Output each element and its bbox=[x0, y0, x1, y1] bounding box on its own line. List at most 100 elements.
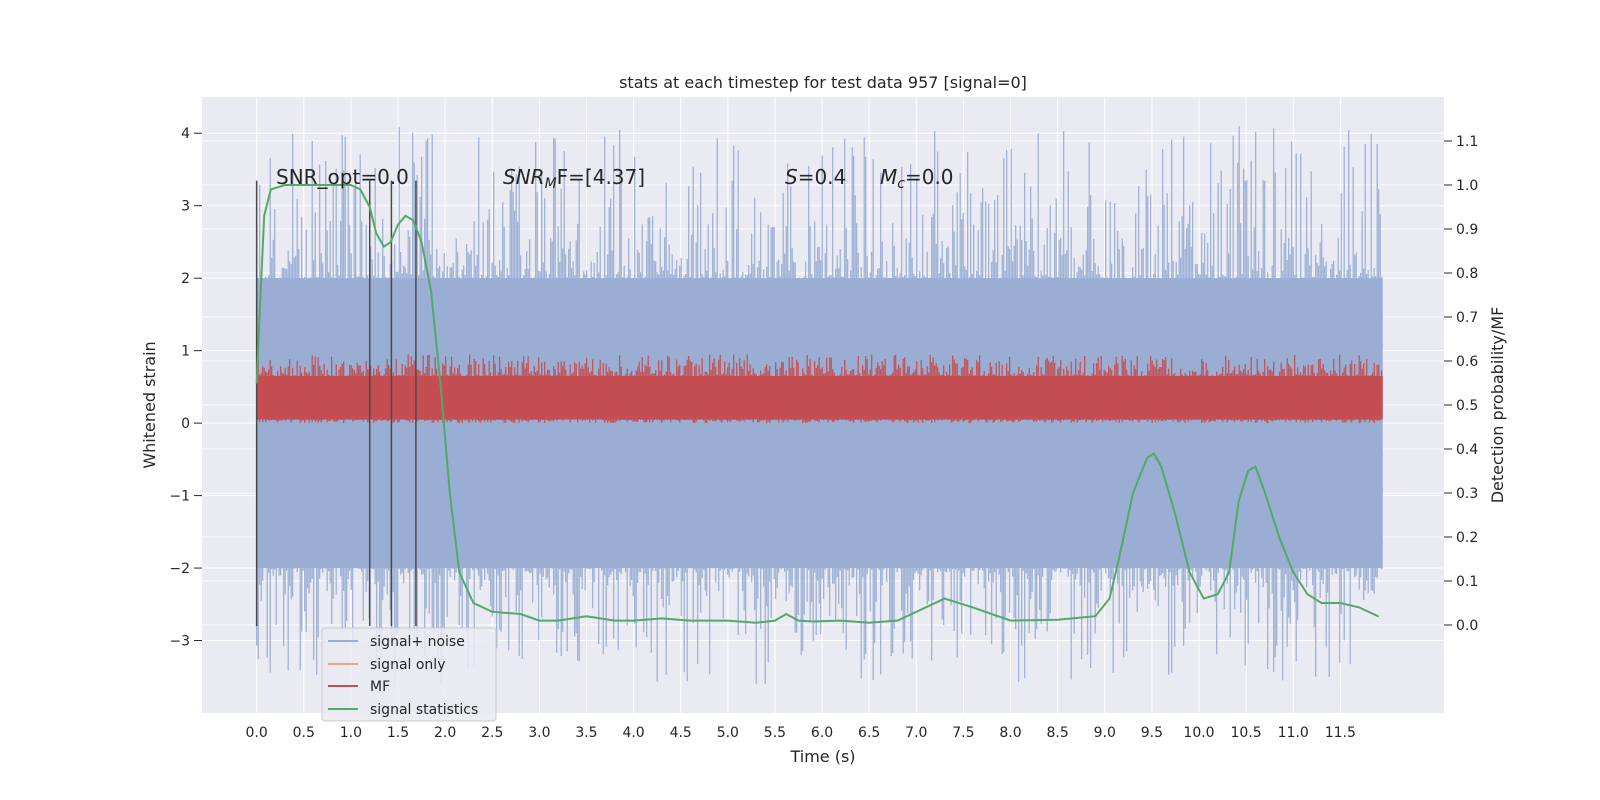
y-right-tick-label: 0.8 bbox=[1456, 266, 1478, 282]
signal-statistics-point bbox=[331, 184, 333, 186]
annotation-s: S=0.4 bbox=[785, 165, 846, 189]
annotation-mc: Mc=0.0 bbox=[880, 165, 954, 192]
legend-label-signal-noise: signal+ noise bbox=[370, 634, 465, 650]
x-tick-label: 2.5 bbox=[481, 725, 503, 741]
signal-statistics-point bbox=[368, 206, 371, 208]
signal-statistics-point bbox=[1254, 465, 1257, 468]
signal-statistics-point bbox=[1188, 571, 1191, 573]
snr-mf-main: SNR bbox=[503, 165, 545, 189]
x-tick-label: 4.0 bbox=[622, 725, 644, 741]
x-tick-label: 0.5 bbox=[293, 725, 315, 741]
x-tick-label: 9.5 bbox=[1141, 725, 1163, 741]
y-axis-right-ticks: 1.1 1.0 0.9 0.8 0.7 0.6 0.5 0.4 0.3 0.2 0.1 0.0 bbox=[1444, 134, 1478, 634]
signal-statistics-point bbox=[1358, 606, 1360, 609]
mc-sub: c bbox=[897, 176, 905, 192]
y-axis-label-left: Whitened strain bbox=[140, 341, 159, 468]
signal-statistics-point bbox=[1009, 619, 1012, 622]
signal-statistics-point bbox=[727, 619, 729, 622]
signal-statistics-point bbox=[774, 619, 776, 622]
chart-title: stats at each timestep for test data 957… bbox=[619, 73, 1027, 92]
signal-statistics-point bbox=[255, 382, 258, 384]
x-tick-label: 3.0 bbox=[528, 725, 550, 741]
y-right-tick-label: 0.2 bbox=[1456, 530, 1478, 546]
y-axis-left-ticks: 4 3 2 1 0 −1 −2 −3 bbox=[169, 126, 202, 650]
signal-statistics-point bbox=[632, 619, 635, 622]
x-tick-label: 5.0 bbox=[717, 725, 739, 741]
x-tick-label: 4.5 bbox=[670, 725, 692, 741]
signal-statistics-point bbox=[302, 184, 305, 186]
signal-statistics-point bbox=[284, 184, 286, 186]
signal-statistics-point bbox=[1278, 536, 1280, 538]
signal-statistics-point bbox=[797, 619, 800, 622]
signal-statistics-point bbox=[1247, 470, 1249, 472]
signal-statistics-point bbox=[1174, 514, 1177, 516]
signal-statistics-point bbox=[915, 611, 918, 613]
legend-label-signal-only: signal only bbox=[370, 657, 445, 673]
signal-statistics-point bbox=[538, 619, 541, 622]
signal-statistics-point bbox=[430, 289, 432, 292]
signal-statistics-point bbox=[585, 615, 588, 617]
y-right-tick-label: 1.0 bbox=[1456, 178, 1478, 194]
y-left-tick-label: 3 bbox=[181, 199, 190, 215]
signal-statistics-point bbox=[1292, 571, 1295, 573]
annotation-snr-opt: SNR_opt=0.0 bbox=[276, 165, 409, 189]
x-tick-label: 11.0 bbox=[1278, 725, 1309, 741]
x-tick-label: 2.0 bbox=[434, 725, 456, 741]
signal-statistics-point bbox=[1146, 457, 1148, 459]
signal-statistics-point bbox=[1217, 593, 1219, 595]
x-axis-ticks: 0.0 0.5 1.0 1.5 2.0 2.5 3.0 3.5 4.0 4.5 5.0 5.5 6.0 6… bbox=[246, 725, 1356, 741]
y-left-tick-label: 2 bbox=[181, 271, 190, 287]
signal-statistics-point bbox=[1152, 452, 1155, 455]
signal-statistics-point bbox=[1202, 597, 1205, 600]
y-left-tick-label: 0 bbox=[181, 416, 190, 432]
x-tick-label: 7.0 bbox=[905, 725, 927, 741]
x-tick-label: 10.0 bbox=[1183, 725, 1214, 741]
vertical-markers bbox=[255, 180, 417, 627]
y-left-tick-label: 1 bbox=[181, 344, 190, 360]
signal-statistics-point bbox=[868, 622, 870, 624]
x-tick-label: 3.5 bbox=[575, 725, 597, 741]
signal-statistics-point bbox=[263, 215, 265, 217]
legend-label-signal-statistics: signal statistics bbox=[370, 702, 478, 718]
x-tick-label: 6.5 bbox=[858, 725, 880, 741]
annotation-snr-mf: SNRMF=[4.37] bbox=[503, 165, 645, 192]
signal-statistics-point bbox=[1377, 615, 1379, 617]
signal-statistics-point bbox=[755, 622, 757, 624]
legend: signal+ noise signal only MF signal stat… bbox=[321, 627, 497, 722]
signal-statistics-point bbox=[491, 611, 494, 613]
signal-statistics-point bbox=[458, 571, 461, 573]
signal-statistics-point bbox=[1108, 597, 1111, 600]
signal-statistics-point bbox=[661, 617, 663, 620]
signal-statistics-layer bbox=[255, 184, 1379, 624]
y-right-tick-label: 1.1 bbox=[1456, 134, 1478, 150]
snr-mf-sub: M bbox=[545, 176, 557, 192]
signal-statistics-point bbox=[896, 619, 899, 622]
signal-statistics-point bbox=[613, 619, 616, 622]
mc-main: M bbox=[880, 165, 897, 189]
signal-statistics-point bbox=[397, 223, 399, 226]
x-tick-label: 10.5 bbox=[1231, 725, 1262, 741]
signal-statistics-point bbox=[519, 613, 522, 615]
signal-statistics-point bbox=[840, 619, 842, 622]
signal-statistics-point bbox=[359, 188, 362, 191]
signal-statistics-point bbox=[1132, 492, 1134, 494]
x-axis-label: Time (s) bbox=[789, 747, 855, 766]
signal-statistics-point bbox=[972, 606, 974, 609]
signal-statistics-point bbox=[389, 241, 392, 243]
signal-statistics-point bbox=[449, 492, 451, 494]
legend-box bbox=[321, 627, 497, 722]
y-right-tick-label: 0.1 bbox=[1456, 574, 1478, 590]
snr-mf-rest: F=[4.37] bbox=[557, 165, 645, 189]
y-right-tick-label: 0.6 bbox=[1456, 354, 1478, 370]
signal-statistics-point bbox=[557, 619, 560, 622]
x-tick-label: 6.0 bbox=[811, 725, 833, 741]
y-right-tick-label: 0.5 bbox=[1456, 398, 1478, 414]
y-axis-label-right: Detection probability/MF bbox=[1488, 307, 1507, 504]
y-right-tick-label: 0.4 bbox=[1456, 442, 1478, 458]
signal-statistics-line bbox=[255, 184, 1379, 624]
x-tick-label: 7.5 bbox=[952, 725, 974, 741]
signal-statistics-point bbox=[1320, 602, 1323, 604]
x-tick-label: 11.5 bbox=[1325, 725, 1356, 741]
signal-statistics-point bbox=[1339, 602, 1342, 604]
